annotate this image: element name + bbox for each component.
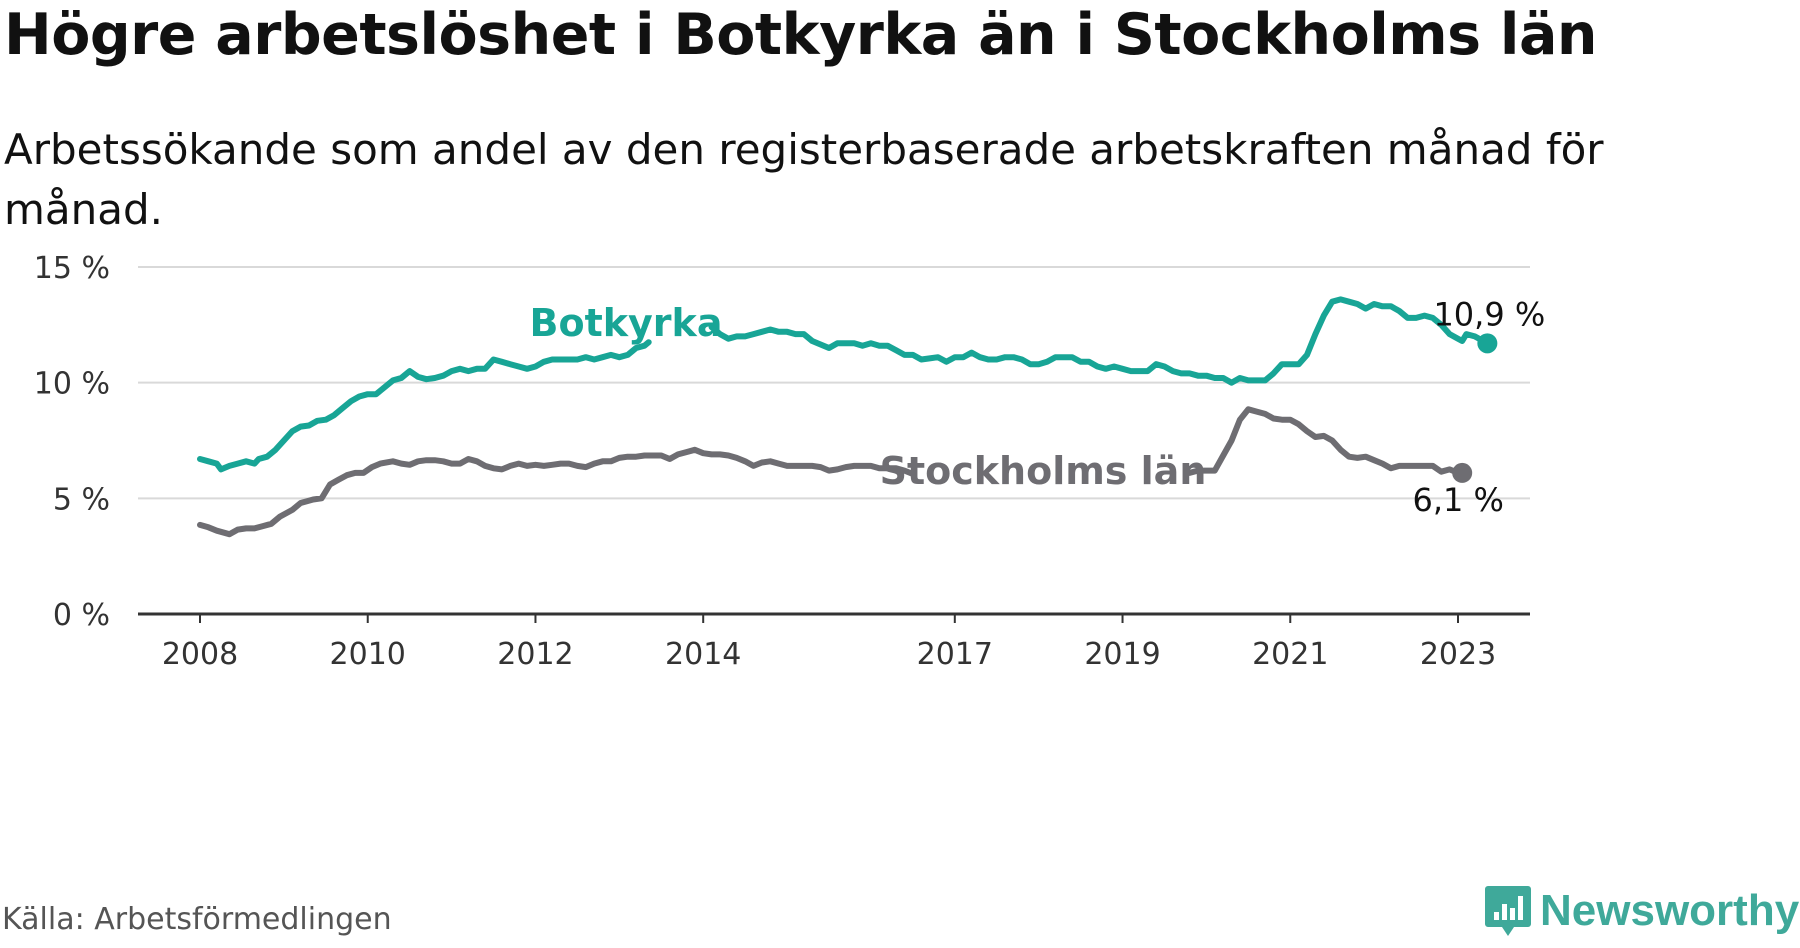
- chart-subtitle: Arbetssökande som andel av den registerb…: [4, 125, 1604, 234]
- y-tick-label: 5 %: [53, 482, 110, 517]
- brand-name: Newsworthy: [1540, 886, 1800, 935]
- x-tick-label: 2023: [1420, 637, 1496, 672]
- x-tick-label: 2012: [497, 637, 573, 672]
- y-tick-label: 15 %: [34, 251, 110, 286]
- brand-logo: Newsworthy: [1484, 884, 1799, 938]
- x-tick-label: 2014: [665, 637, 741, 672]
- x-tick-label: 2010: [330, 637, 406, 672]
- series-line-stockholms-lan: [1186, 406, 1466, 476]
- end-value-label: 10,9 %: [1433, 295, 1545, 333]
- x-tick-label: 2008: [162, 637, 238, 672]
- series-line-botkyrka: [708, 296, 1491, 386]
- gridlines: [138, 266, 1530, 500]
- end-point-botkyrka: [1477, 333, 1498, 354]
- y-tick-label: 0 %: [53, 598, 110, 633]
- axes: 0 % 5 % 10 % 15 % 2008 2010 2012 2014 2017 2019 20…: [34, 251, 1530, 672]
- chart-title: Högre arbetslöshet i Botkyrka än i Stock…: [4, 2, 1598, 68]
- x-tick-label: 2017: [917, 637, 993, 672]
- series-line-botkyrka: [197, 339, 652, 473]
- series-name-label: Stockholms län: [880, 449, 1207, 493]
- source-note: Källa: Arbetsförmedlingen: [2, 902, 392, 937]
- newsworthy-logo-icon: [1485, 886, 1531, 936]
- series-name-label: Botkyrka: [530, 301, 723, 345]
- y-tick-label: 10 %: [34, 367, 110, 402]
- end-point-stockholms-lan: [1452, 462, 1473, 483]
- series-lines: [197, 296, 1498, 538]
- end-value-label: 6,1 %: [1412, 481, 1503, 519]
- x-tick-label: 2021: [1252, 637, 1328, 672]
- series-labels: 10,9 % 6,1 % Botkyrka Stockholms län: [530, 295, 1546, 519]
- x-tick-label: 2019: [1084, 637, 1160, 672]
- series-line-stockholms-lan: [197, 446, 916, 538]
